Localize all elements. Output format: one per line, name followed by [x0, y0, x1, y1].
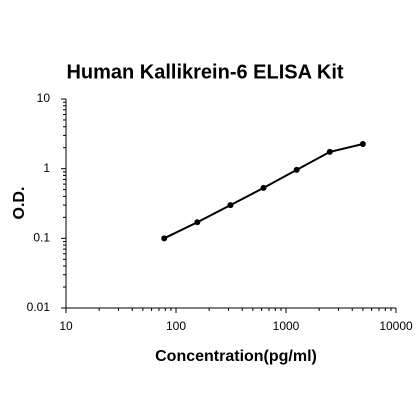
y-tick-label: 10 — [37, 91, 51, 105]
x-tick-label: 10 — [59, 319, 73, 333]
y-axis-title: O.D. — [11, 187, 28, 220]
point — [194, 219, 201, 226]
x-tick-label: 100 — [166, 319, 186, 333]
chart-title: Human Kallikrein-6 ELISA Kit — [66, 61, 343, 83]
y-tick-label: 1 — [43, 161, 50, 175]
point — [161, 235, 168, 242]
point — [326, 148, 333, 155]
x-tick-label: 10000 — [379, 319, 413, 333]
point — [293, 166, 300, 173]
curve — [163, 143, 364, 240]
y-tick-label: 0.1 — [33, 231, 50, 245]
point — [260, 184, 267, 191]
x-axis-title: Concentration(pg/ml) — [155, 348, 317, 365]
point — [227, 202, 234, 209]
x-tick-label: 1000 — [273, 319, 300, 333]
y-tick-label: 0.01 — [27, 300, 51, 314]
point — [359, 140, 366, 147]
